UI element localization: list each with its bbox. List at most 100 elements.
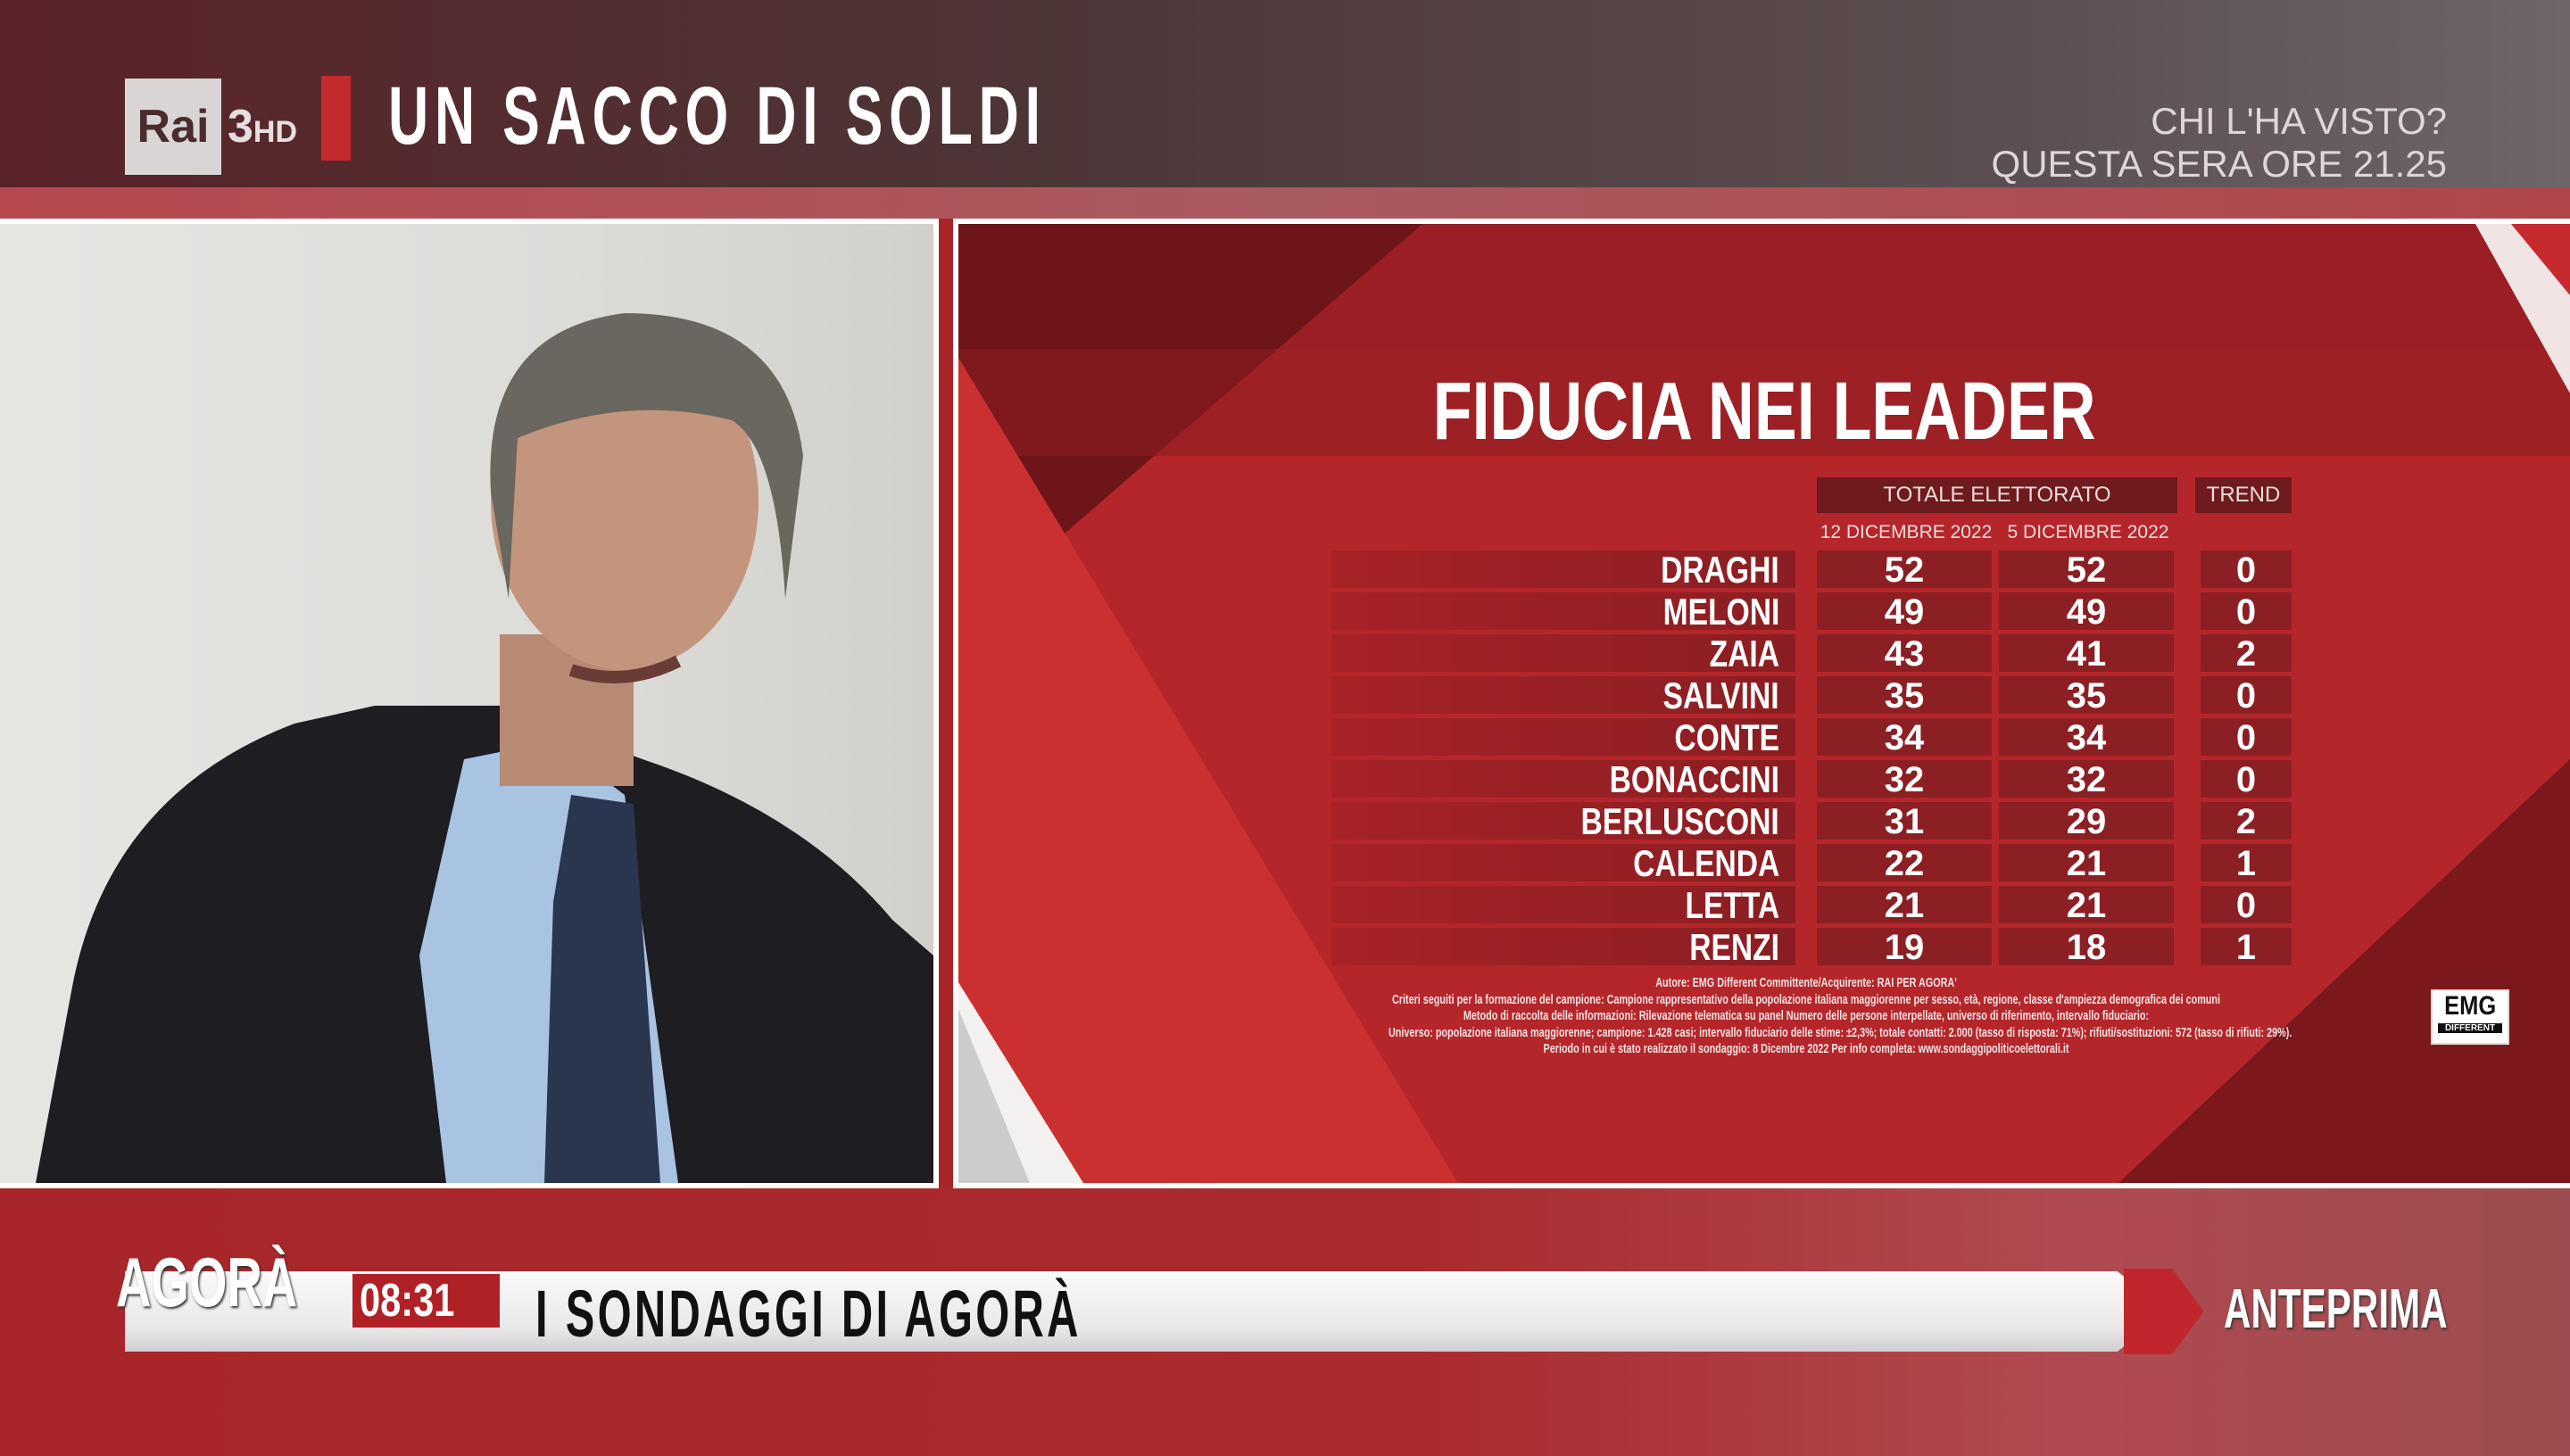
- previous-value: 29: [1999, 802, 2174, 841]
- trend-value: 2: [2201, 634, 2292, 674]
- leader-name: LETTA: [1685, 884, 1779, 926]
- row-bar: [1331, 886, 1795, 923]
- table-row: CONTE 34 34 0: [958, 718, 2570, 757]
- graphic-title: FIDUCIA NEI LEADER: [958, 365, 2570, 459]
- previous-value: 32: [1999, 760, 2174, 799]
- previous-value: 49: [1999, 592, 2174, 632]
- current-value: 32: [1817, 760, 1992, 799]
- table-row: LETTA 21 21 0: [958, 886, 2570, 925]
- row-bar: [1331, 718, 1795, 756]
- current-value: 52: [1817, 550, 1992, 590]
- current-value: 31: [1817, 802, 1992, 841]
- note-line: Autore: EMG Different Committente/Acquir…: [1655, 975, 1957, 990]
- trend-value: 0: [2201, 550, 2292, 590]
- video-feed: [0, 219, 939, 1188]
- agora-logo-text: AGORÀ: [116, 1243, 298, 1321]
- row-bar: [1331, 550, 1795, 588]
- leader-name: CALENDA: [1632, 842, 1779, 884]
- leader-name: DRAGHI: [1661, 549, 1779, 591]
- current-value: 43: [1817, 634, 1992, 674]
- row-bar: [1331, 676, 1795, 714]
- ticker-text: I SONDAGGI DI AGORÀ: [535, 1276, 1363, 1352]
- trend-value: 2: [2201, 802, 2292, 841]
- poll-graphic-canvas: FIDUCIA NEI LEADER TOTALE ELETTORATO TRE…: [958, 224, 2570, 1183]
- promo: CHI L'HA VISTO? QUESTA SERA ORE 21.25: [1992, 100, 2447, 186]
- table-row: MELONI 49 49 0: [958, 592, 2570, 632]
- emg-logo-sub: DIFFERENT: [2438, 1023, 2502, 1033]
- current-value: 35: [1817, 676, 1992, 716]
- emg-logo: EMG DIFFERENT: [2431, 989, 2509, 1045]
- ticker-text-label: I SONDAGGI DI AGORÀ: [535, 1277, 1082, 1351]
- guest-video: [0, 224, 933, 1183]
- table-row: BERLUSCONI 31 29 2: [958, 802, 2570, 841]
- row-bar: [1331, 634, 1795, 672]
- previous-value: 35: [1999, 676, 2174, 716]
- leader-name: ZAIA: [1709, 633, 1779, 674]
- note-line: Metodo di raccolta delle informazioni: R…: [1463, 1008, 2150, 1023]
- note-line: Universo: popolazione italiana maggioren…: [1389, 1024, 2292, 1040]
- note-line: Periodo in cui è stato realizzato il son…: [1543, 1041, 2069, 1056]
- previous-value: 41: [1999, 634, 2174, 674]
- anteprima-label: ANTEPRIMA: [2224, 1278, 2553, 1341]
- poll-graphic: FIDUCIA NEI LEADER TOTALE ELETTORATO TRE…: [953, 219, 2570, 1188]
- current-value: 34: [1817, 718, 1992, 757]
- previous-value: 18: [1999, 928, 2174, 967]
- trend-value: 1: [2201, 928, 2292, 967]
- leader-name: BONACCINI: [1609, 758, 1779, 800]
- col2-date: 5 DICEMBRE 2022: [2007, 522, 2169, 542]
- header-strip: [0, 187, 2570, 219]
- promo-line1: CHI L'HA VISTO?: [2151, 100, 2447, 142]
- row-bar: [1331, 592, 1795, 630]
- rai-logo: Rai: [125, 79, 221, 175]
- table-row: DRAGHI 52 52 0: [958, 550, 2570, 590]
- poll-notes: Autore: EMG Different Committente/Acquir…: [1226, 975, 2386, 1058]
- previous-value: 21: [1999, 886, 2174, 925]
- row-bar: [1331, 928, 1795, 965]
- channel-number-text: 3: [228, 101, 253, 153]
- logo-red-bar: [321, 76, 351, 161]
- previous-value: 52: [1999, 550, 2174, 590]
- table-row: SALVINI 35 35 0: [958, 676, 2570, 716]
- current-value: 22: [1817, 844, 1992, 883]
- anteprima-text: ANTEPRIMA: [2224, 1278, 2448, 1340]
- current-value: 49: [1817, 592, 1992, 632]
- trend-header: TREND: [2195, 477, 2292, 513]
- rai-logo-text: Rai: [137, 101, 210, 153]
- note-line: Criteri seguiti per la formazione del ca…: [1391, 991, 2221, 1007]
- guest-person-image: [36, 313, 933, 1183]
- header-band: [0, 0, 2570, 187]
- trend-value: 0: [2201, 886, 2292, 925]
- leader-name: BERLUSCONI: [1580, 800, 1779, 842]
- table-row: ZAIA 43 41 2: [958, 634, 2570, 674]
- table-row: CALENDA 22 21 1: [958, 844, 2570, 883]
- trend-value: 0: [2201, 760, 2292, 799]
- trend-value: 1: [2201, 844, 2292, 883]
- graphic-title-text: FIDUCIA NEI LEADER: [1432, 366, 2096, 457]
- group-header: TOTALE ELETTORATO: [1817, 477, 2177, 513]
- promo-line2: QUESTA SERA ORE 21.25: [1991, 143, 2447, 185]
- current-value: 21: [1817, 886, 1992, 925]
- previous-value: 34: [1999, 718, 2174, 757]
- agora-logo: AGORÀ: [116, 1242, 375, 1323]
- leader-name: MELONI: [1662, 591, 1779, 633]
- background-shapes: [958, 224, 2570, 1183]
- trend-value: 0: [2201, 718, 2292, 757]
- row-bar: [1331, 760, 1795, 798]
- table-row: BONACCINI 32 32 0: [958, 760, 2570, 799]
- leader-name: SALVINI: [1662, 674, 1779, 716]
- clock-text: 08:31: [360, 1275, 455, 1327]
- emg-logo-text: EMG: [2443, 991, 2497, 1021]
- row-bar: [1331, 802, 1795, 840]
- col1-date: 12 DICEMBRE 2022: [1820, 522, 1993, 542]
- leader-name: CONTE: [1674, 716, 1779, 758]
- show-title: UN SACCO DI SOLDI: [388, 70, 1047, 161]
- table-row: RENZI 19 18 1: [958, 928, 2570, 967]
- leader-name: RENZI: [1689, 926, 1779, 968]
- clock: 08:31: [352, 1274, 500, 1328]
- channel-hd: HD: [253, 115, 298, 149]
- trend-value: 0: [2201, 592, 2292, 632]
- channel-number: 3HD: [228, 100, 297, 153]
- trend-value: 0: [2201, 676, 2292, 716]
- row-bar: [1331, 844, 1795, 881]
- previous-value: 21: [1999, 844, 2174, 883]
